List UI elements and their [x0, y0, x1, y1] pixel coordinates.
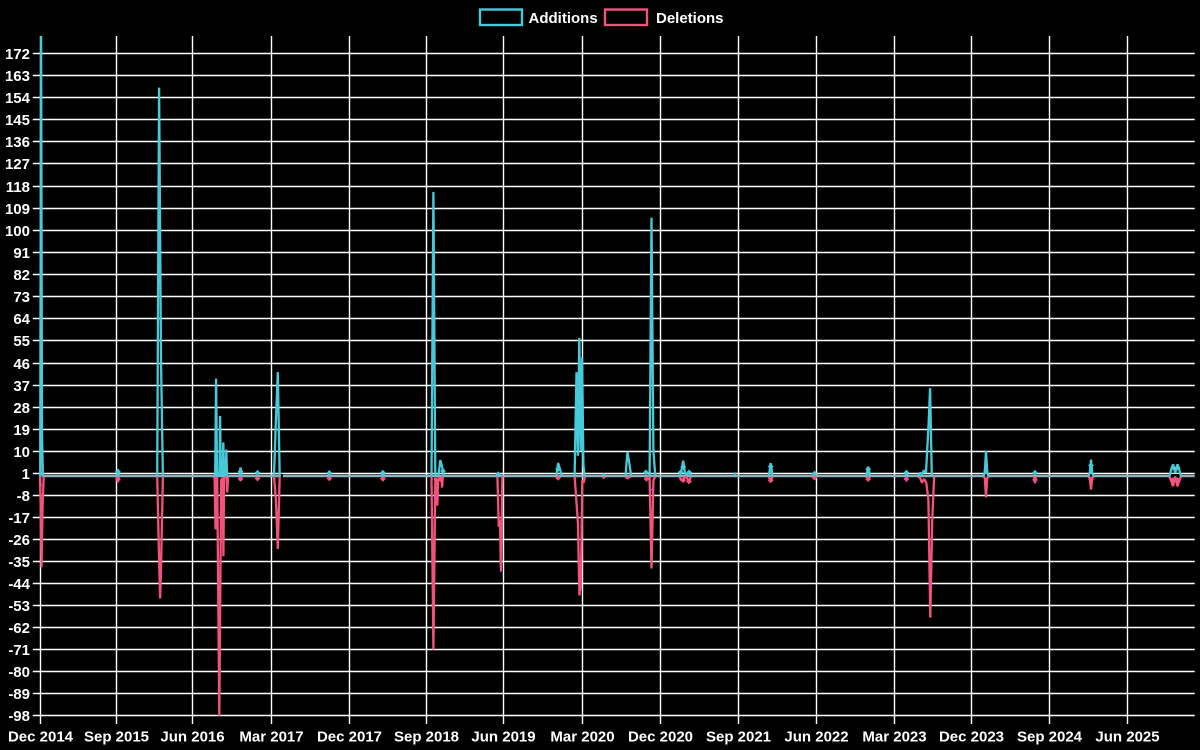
svg-text:91: 91	[13, 245, 30, 262]
svg-text:-80: -80	[8, 664, 30, 681]
svg-text:19: 19	[13, 422, 30, 439]
svg-text:-35: -35	[8, 554, 30, 571]
svg-text:136: 136	[5, 134, 30, 151]
svg-text:Sep 2018: Sep 2018	[394, 729, 459, 746]
svg-text:-44: -44	[8, 576, 30, 593]
svg-text:46: 46	[13, 356, 30, 373]
svg-text:Mar 2017: Mar 2017	[239, 729, 303, 746]
svg-text:145: 145	[5, 112, 30, 129]
svg-text:Additions: Additions	[529, 10, 598, 27]
svg-text:Mar 2020: Mar 2020	[550, 729, 614, 746]
svg-text:82: 82	[13, 267, 30, 284]
svg-text:-98: -98	[8, 708, 30, 725]
svg-text:Jun 2019: Jun 2019	[471, 729, 535, 746]
svg-text:55: 55	[13, 333, 30, 350]
svg-text:Dec 2023: Dec 2023	[939, 729, 1004, 746]
svg-text:Jun 2016: Jun 2016	[160, 729, 224, 746]
svg-text:154: 154	[5, 90, 31, 107]
svg-text:Dec 2020: Dec 2020	[628, 729, 693, 746]
svg-text:73: 73	[13, 289, 30, 306]
svg-text:109: 109	[5, 201, 30, 218]
svg-text:37: 37	[13, 378, 30, 395]
svg-text:163: 163	[5, 68, 30, 85]
svg-text:Jun 2025: Jun 2025	[1095, 729, 1159, 746]
svg-text:127: 127	[5, 156, 30, 173]
svg-text:Sep 2021: Sep 2021	[706, 729, 771, 746]
svg-text:Sep 2024: Sep 2024	[1017, 729, 1083, 746]
svg-text:Sep 2015: Sep 2015	[84, 729, 149, 746]
svg-text:Deletions: Deletions	[656, 10, 724, 27]
svg-text:-8: -8	[17, 488, 30, 505]
svg-text:Dec 2014: Dec 2014	[8, 729, 74, 746]
svg-text:-26: -26	[8, 532, 30, 549]
svg-text:-71: -71	[8, 642, 30, 659]
svg-text:118: 118	[6, 179, 30, 196]
svg-text:1: 1	[22, 466, 30, 483]
svg-text:Mar 2023: Mar 2023	[862, 729, 926, 746]
svg-text:28: 28	[13, 400, 30, 417]
svg-text:10: 10	[13, 444, 30, 461]
svg-text:Jun 2022: Jun 2022	[784, 729, 848, 746]
svg-text:100: 100	[5, 223, 30, 240]
svg-text:-89: -89	[8, 686, 30, 703]
svg-text:Dec 2017: Dec 2017	[317, 729, 382, 746]
svg-text:-62: -62	[8, 620, 30, 637]
svg-text:172: 172	[5, 46, 30, 63]
svg-text:-17: -17	[8, 510, 30, 527]
svg-text:-53: -53	[8, 598, 30, 615]
svg-text:64: 64	[13, 311, 30, 328]
